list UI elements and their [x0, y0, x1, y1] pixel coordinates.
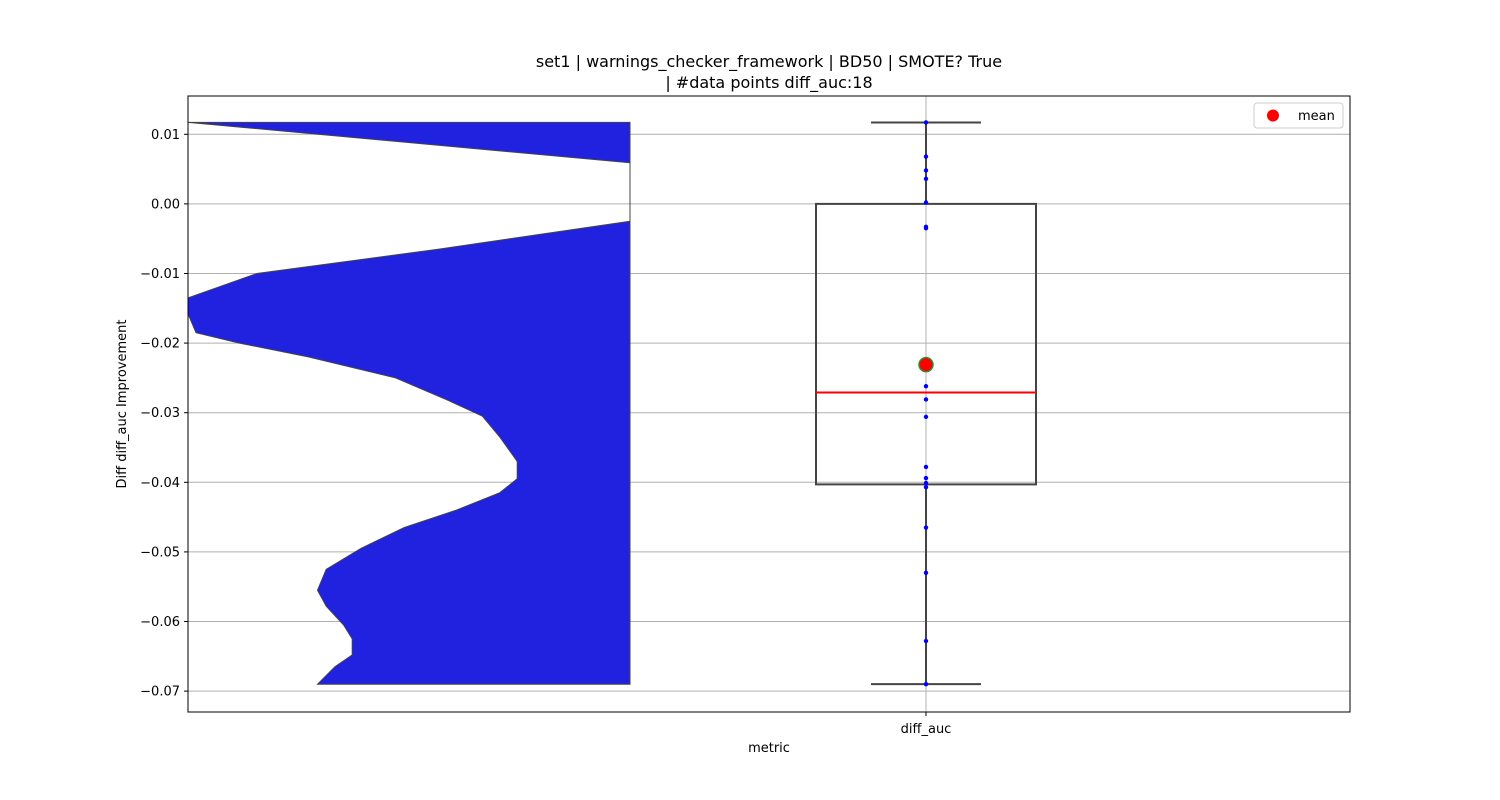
y-tick-label: 0.00: [151, 197, 180, 212]
data-point: [923, 120, 929, 125]
x-tick-label: diff_auc: [901, 722, 952, 737]
y-tick-label: 0.01: [151, 128, 180, 143]
data-point: [923, 484, 929, 490]
legend: mean: [1253, 102, 1344, 129]
data-point: [923, 200, 929, 205]
mean-marker: [918, 356, 934, 373]
data-points: [918, 120, 934, 687]
x-axis: diff_auc: [901, 712, 952, 737]
y-tick-label: −0.01: [140, 267, 180, 282]
data-point: [923, 176, 929, 182]
plot-area-frame: [187, 95, 1351, 713]
data-point: [923, 397, 929, 402]
chart-title-line-2: | #data points diff_auc:18: [665, 73, 872, 93]
legend-frame: [1253, 102, 1344, 129]
y-tick-label: −0.07: [140, 685, 180, 700]
data-point: [923, 475, 929, 481]
data-point: [923, 168, 929, 173]
y-tick-label: −0.05: [140, 545, 180, 560]
y-tick-label: −0.03: [140, 406, 180, 421]
violin-shape: [188, 121, 631, 685]
data-point: [923, 638, 929, 644]
chart-title-line-1: set1 | warnings_checker_framework | BD50…: [536, 52, 1002, 72]
violin-plot: [188, 121, 631, 685]
legend-mean-label: mean: [1298, 109, 1335, 124]
legend-mean-marker: [1267, 109, 1279, 122]
data-point: [923, 525, 929, 530]
data-point: [923, 154, 929, 159]
y-tick-label: −0.02: [140, 337, 180, 352]
y-tick-label: −0.04: [140, 476, 180, 491]
data-point: [923, 480, 929, 486]
data-point: [923, 681, 929, 687]
y-tick-label: −0.06: [140, 615, 180, 630]
data-point: [923, 226, 929, 231]
data-point: [923, 570, 929, 575]
data-point: [923, 464, 929, 470]
data-point: [923, 414, 929, 420]
x-axis-title: metric: [748, 741, 790, 756]
y-axis-title: Diff diff_auc Improvement: [115, 320, 130, 489]
data-point: [923, 384, 929, 389]
y-axis: 0.01 0.00 −0.01 −0.02 −0.03 −0.04 −0.05 −0.06 −0…: [140, 128, 188, 700]
